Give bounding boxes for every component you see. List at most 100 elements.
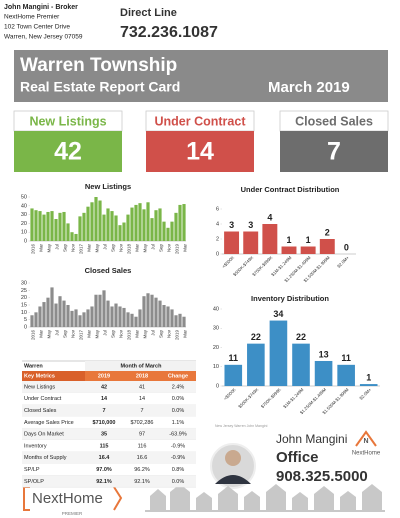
bar	[98, 200, 102, 241]
bar	[86, 309, 90, 327]
bar	[122, 222, 126, 241]
address: 102 Town Center Drive	[4, 24, 70, 31]
table-cell: 0.0%	[172, 479, 185, 485]
x-tick-label: Nov	[119, 243, 124, 252]
table-cell: 16.6	[137, 455, 148, 461]
footer-phone-label: Office	[276, 449, 319, 466]
city: Warren, New Jersey 07059	[4, 34, 83, 41]
x-tick-label: $750K-$999K	[260, 387, 282, 409]
chart-title: New Listings	[85, 182, 131, 191]
footer-phone: 908.325.5000	[276, 468, 368, 485]
bar	[74, 233, 78, 241]
x-tick-label: Nov	[71, 329, 76, 338]
stat-label: Under Contract	[155, 114, 247, 128]
bar	[314, 360, 333, 386]
bar	[66, 305, 70, 327]
table-cell: 2.4%	[172, 384, 185, 390]
table-cell: $702,286	[131, 420, 154, 426]
bar	[158, 208, 162, 241]
x-tick-label: Sep	[111, 330, 116, 339]
x-tick-label: 2019	[175, 244, 180, 255]
y-tick-label: 20	[21, 295, 27, 301]
banner-period: March 2019	[268, 79, 350, 96]
y-tick-label: 30	[21, 280, 27, 286]
table-cell: New Listings	[24, 384, 55, 390]
bar	[130, 313, 134, 327]
x-tick-label: $2.0M+	[358, 387, 372, 401]
bar	[118, 306, 122, 327]
x-tick-label: May	[47, 329, 52, 338]
table-cell: -0.9%	[171, 443, 185, 449]
x-tick-label: Nov	[167, 329, 172, 338]
bar	[46, 297, 50, 327]
bar	[78, 315, 82, 327]
bar	[292, 343, 310, 386]
bar	[46, 211, 50, 241]
y-tick-label: 50	[21, 194, 27, 200]
x-tick-label: Mar	[39, 243, 44, 251]
table-row	[22, 428, 196, 440]
agent-photo-face	[225, 450, 241, 466]
table-row	[22, 463, 196, 476]
bar	[114, 215, 118, 241]
bar	[110, 211, 114, 241]
agent-photo-suit	[215, 475, 251, 484]
y-tick-label: 0	[216, 251, 219, 257]
bar	[162, 305, 166, 327]
bar	[58, 296, 62, 327]
data-label: 11	[229, 353, 239, 363]
x-tick-label: Jul	[55, 330, 60, 336]
column-header: Change	[168, 373, 188, 379]
bar	[170, 309, 174, 327]
table-cell: 7	[140, 408, 143, 414]
phone: 732.236.1087	[120, 24, 218, 41]
table-cell: 97	[139, 432, 145, 438]
bar	[224, 231, 240, 254]
bar	[94, 197, 98, 241]
y-tick-label: 30	[213, 326, 219, 332]
bar	[110, 306, 114, 327]
bar	[243, 231, 259, 254]
x-tick-label: $2.0M+	[336, 255, 350, 269]
data-label: 1	[366, 372, 371, 382]
table-cell: 7	[102, 408, 105, 414]
table-cell: 0.0%	[172, 396, 185, 402]
table-row	[22, 392, 196, 405]
table-row	[22, 404, 196, 417]
table-cell: $710,000	[93, 420, 116, 426]
bar	[166, 306, 170, 327]
bar	[62, 300, 66, 327]
x-tick-label: 2017	[79, 244, 84, 255]
x-tick-label: Nov	[167, 243, 172, 252]
x-tick-label: $500K-$749K	[237, 387, 259, 409]
brand-arrow	[113, 486, 123, 511]
bar	[30, 315, 34, 327]
brand-sub: PREMIER	[62, 511, 83, 516]
x-tick-label: 2017	[79, 330, 84, 341]
bar	[138, 309, 142, 327]
column-header: 2019	[98, 373, 110, 379]
stat-value-box	[146, 131, 254, 172]
x-tick-label: Nov	[119, 329, 124, 338]
table-cell: 42	[101, 384, 107, 390]
bar	[90, 202, 94, 241]
table-cell: 41	[139, 384, 145, 390]
data-label: 1	[286, 235, 291, 245]
bar	[78, 216, 82, 241]
table-cell: SP/OLP	[24, 479, 44, 485]
table-cell: 116	[138, 443, 147, 449]
table-cell: 0.0%	[172, 408, 185, 414]
bar	[170, 221, 174, 241]
column-header: 2018	[136, 373, 148, 379]
data-label: 11	[341, 353, 351, 363]
bar	[224, 364, 243, 386]
bar	[178, 204, 182, 241]
houses	[145, 484, 385, 512]
bar	[150, 218, 154, 241]
y-tick-label: 4	[216, 221, 219, 227]
bar	[70, 232, 74, 241]
y-tick-label: 25	[21, 288, 27, 294]
x-tick-label: Mar	[183, 329, 188, 337]
x-tick-label: May	[143, 243, 148, 252]
